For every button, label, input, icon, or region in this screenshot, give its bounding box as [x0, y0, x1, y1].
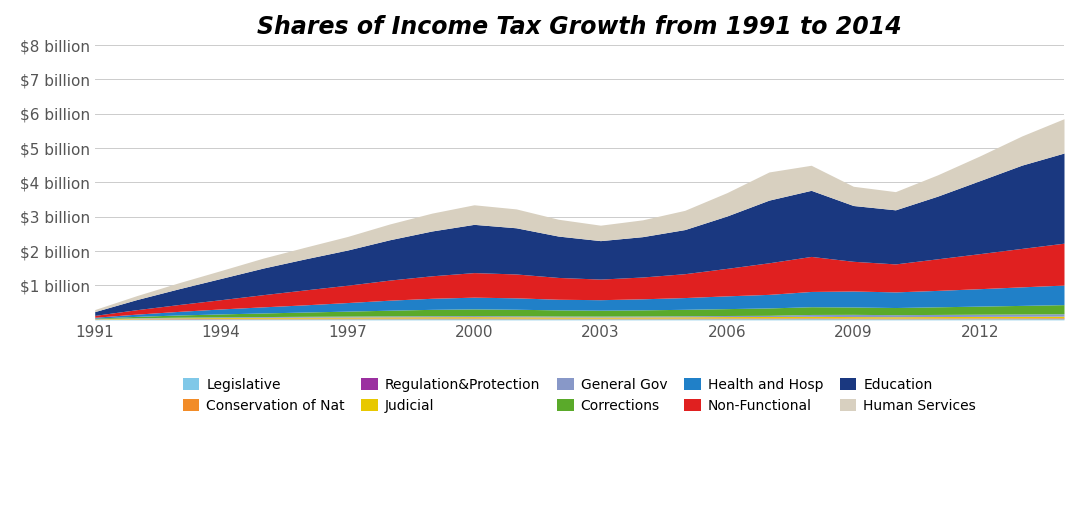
Title: Shares of Income Tax Growth from 1991 to 2014: Shares of Income Tax Growth from 1991 to… [257, 15, 902, 39]
Legend: Legislative, Conservation of Nat, Regulation&Protection, Judicial, General Gov, : Legislative, Conservation of Nat, Regula… [178, 374, 981, 417]
